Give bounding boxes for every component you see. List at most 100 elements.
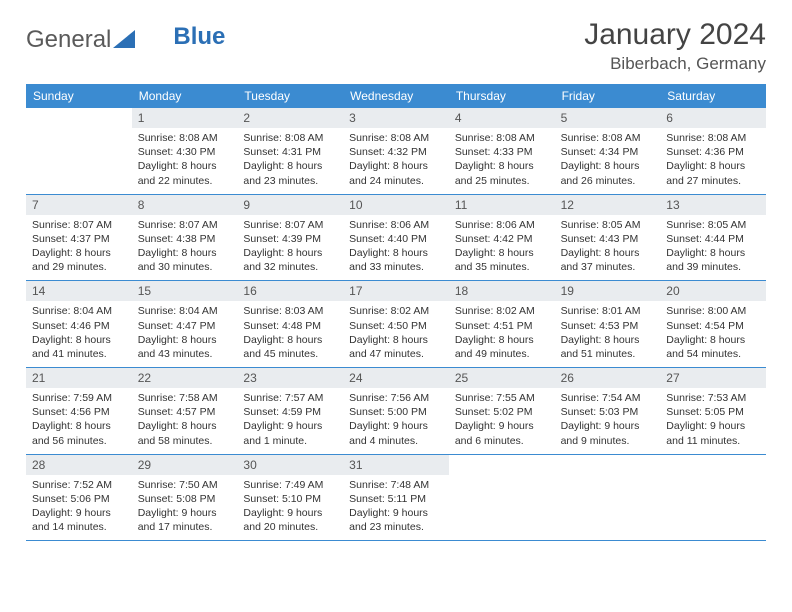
day-number — [449, 455, 555, 461]
day-cell: 3Sunrise: 8:08 AMSunset: 4:32 PMDaylight… — [343, 108, 449, 194]
day-details: Sunrise: 8:06 AMSunset: 4:40 PMDaylight:… — [349, 218, 443, 275]
day-cell: 29 Sunrise: 7:50 AMSunset: 5:08 PMDayligh… — [132, 455, 238, 541]
daylight-text: Daylight: 8 hours and 47 minutes. — [349, 333, 443, 361]
sunrise-text: Sunrise: 7:50 AM — [138, 478, 232, 492]
day-cell — [555, 455, 661, 541]
day-cell: 18Sunrise: 8:02 AMSunset: 4:51 PMDayligh… — [449, 281, 555, 367]
day-cell: 2Sunrise: 8:08 AMSunset: 4:31 PMDaylight… — [237, 108, 343, 194]
day-cell: 4Sunrise: 8:08 AMSunset: 4:33 PMDaylight… — [449, 108, 555, 194]
sunrise-text: Sunrise: 8:07 AM — [32, 218, 126, 232]
daylight-text: Daylight: 8 hours and 54 minutes. — [666, 333, 760, 361]
sunset-text: Sunset: 4:39 PM — [243, 232, 337, 246]
sunrise-text: Sunrise: 7:58 AM — [138, 391, 232, 405]
daylight-text: Daylight: 8 hours and 26 minutes. — [561, 159, 655, 187]
sunrise-text: Sunrise: 8:02 AM — [349, 304, 443, 318]
day-details: Sunrise: 8:08 AMSunset: 4:34 PMDaylight:… — [561, 131, 655, 188]
day-details: Sunrise: 8:05 AMSunset: 4:43 PMDaylight:… — [561, 218, 655, 275]
day-cell: 25Sunrise: 7:55 AMSunset: 5:02 PMDayligh… — [449, 368, 555, 454]
day-number: 10 — [343, 195, 449, 215]
weekday-label: Thursday — [449, 84, 555, 108]
weekday-label: Wednesday — [343, 84, 449, 108]
day-number: 27 — [660, 368, 766, 388]
sunrise-text: Sunrise: 8:01 AM — [561, 304, 655, 318]
day-details: Sunrise: 8:00 AMSunset: 4:54 PMDaylight:… — [666, 304, 760, 361]
day-cell: 15Sunrise: 8:04 AMSunset: 4:47 PMDayligh… — [132, 281, 238, 367]
sunset-text: Sunset: 4:46 PM — [32, 319, 126, 333]
day-number — [660, 455, 766, 461]
day-number: 12 — [555, 195, 661, 215]
sunset-text: Sunset: 4:44 PM — [666, 232, 760, 246]
daylight-text: Daylight: 9 hours and 9 minutes. — [561, 419, 655, 447]
day-details: Sunrise: 8:07 AMSunset: 4:38 PMDaylight:… — [138, 218, 232, 275]
day-number: 22 — [132, 368, 238, 388]
daylight-text: Daylight: 9 hours and 17 minutes. — [138, 506, 232, 534]
daylight-text: Daylight: 9 hours and 20 minutes. — [243, 506, 337, 534]
day-number: 29 — [132, 455, 238, 475]
sunrise-text: Sunrise: 7:53 AM — [666, 391, 760, 405]
day-details: Sunrise: 8:04 AMSunset: 4:47 PMDaylight:… — [138, 304, 232, 361]
day-number: 1 — [132, 108, 238, 128]
sunset-text: Sunset: 4:51 PM — [455, 319, 549, 333]
page-header: General Blue January 2024 Biberbach, Ger… — [26, 18, 766, 74]
day-number: 28 — [26, 455, 132, 475]
daylight-text: Daylight: 8 hours and 39 minutes. — [666, 246, 760, 274]
day-number: 5 — [555, 108, 661, 128]
day-details: Sunrise: 8:05 AMSunset: 4:44 PMDaylight:… — [666, 218, 760, 275]
day-number: 24 — [343, 368, 449, 388]
sunset-text: Sunset: 4:34 PM — [561, 145, 655, 159]
day-cell: 31Sunrise: 7:48 AMSunset: 5:11 PMDayligh… — [343, 455, 449, 541]
day-number: 30 — [237, 455, 343, 475]
sunrise-text: Sunrise: 7:57 AM — [243, 391, 337, 405]
logo-triangle-icon — [113, 28, 135, 53]
daylight-text: Daylight: 9 hours and 11 minutes. — [666, 419, 760, 447]
sunrise-text: Sunrise: 8:07 AM — [243, 218, 337, 232]
day-details: Sunrise: 8:06 AMSunset: 4:42 PMDaylight:… — [455, 218, 549, 275]
day-details: Sunrise: 7:54 AMSunset: 5:03 PMDaylight:… — [561, 391, 655, 448]
day-cell: 14Sunrise: 8:04 AMSunset: 4:46 PMDayligh… — [26, 281, 132, 367]
day-details: Sunrise: 7:56 AMSunset: 5:00 PMDaylight:… — [349, 391, 443, 448]
day-number: 11 — [449, 195, 555, 215]
sunrise-text: Sunrise: 8:08 AM — [243, 131, 337, 145]
day-cell — [660, 455, 766, 541]
day-cell: 22Sunrise: 7:58 AMSunset: 4:57 PMDayligh… — [132, 368, 238, 454]
sunrise-text: Sunrise: 8:05 AM — [666, 218, 760, 232]
daylight-text: Daylight: 8 hours and 51 minutes. — [561, 333, 655, 361]
day-cell: 17Sunrise: 8:02 AMSunset: 4:50 PMDayligh… — [343, 281, 449, 367]
brand-logo: General Blue — [26, 18, 225, 54]
sunset-text: Sunset: 5:11 PM — [349, 492, 443, 506]
sunset-text: Sunset: 4:57 PM — [138, 405, 232, 419]
day-number: 25 — [449, 368, 555, 388]
daylight-text: Daylight: 8 hours and 24 minutes. — [349, 159, 443, 187]
week-row: 1Sunrise: 8:08 AMSunset: 4:30 PMDaylight… — [26, 108, 766, 195]
sunset-text: Sunset: 4:32 PM — [349, 145, 443, 159]
day-cell: 19Sunrise: 8:01 AMSunset: 4:53 PMDayligh… — [555, 281, 661, 367]
logo-text-blue: Blue — [173, 23, 225, 51]
title-block: January 2024 Biberbach, Germany — [584, 18, 766, 74]
day-number: 9 — [237, 195, 343, 215]
sunrise-text: Sunrise: 8:05 AM — [561, 218, 655, 232]
day-details: Sunrise: 8:08 AMSunset: 4:36 PMDaylight:… — [666, 131, 760, 188]
daylight-text: Daylight: 8 hours and 45 minutes. — [243, 333, 337, 361]
day-details: Sunrise: 7:50 AMSunset: 5:08 PMDaylight:… — [138, 478, 232, 535]
sunset-text: Sunset: 4:56 PM — [32, 405, 126, 419]
day-cell: 30 Sunrise: 7:49 AMSunset: 5:10 PMDayligh… — [237, 455, 343, 541]
day-number: 13 — [660, 195, 766, 215]
day-details: Sunrise: 7:49 AMSunset: 5:10 PMDaylight:… — [243, 478, 337, 535]
day-cell: 28Sunrise: 7:52 AMSunset: 5:06 PMDayligh… — [26, 455, 132, 541]
day-cell: 6Sunrise: 8:08 AMSunset: 4:36 PMDaylight… — [660, 108, 766, 194]
day-cell: 11 Sunrise: 8:06 AMSunset: 4:42 PMDayligh… — [449, 195, 555, 281]
daylight-text: Daylight: 8 hours and 29 minutes. — [32, 246, 126, 274]
day-details: Sunrise: 8:08 AMSunset: 4:33 PMDaylight:… — [455, 131, 549, 188]
sunset-text: Sunset: 4:42 PM — [455, 232, 549, 246]
sunset-text: Sunset: 5:03 PM — [561, 405, 655, 419]
sunset-text: Sunset: 4:54 PM — [666, 319, 760, 333]
day-cell: 24 Sunrise: 7:56 AMSunset: 5:00 PMDayligh… — [343, 368, 449, 454]
daylight-text: Daylight: 8 hours and 32 minutes. — [243, 246, 337, 274]
sunset-text: Sunset: 5:05 PM — [666, 405, 760, 419]
sunrise-text: Sunrise: 7:55 AM — [455, 391, 549, 405]
day-number: 23 — [237, 368, 343, 388]
day-details: Sunrise: 8:02 AMSunset: 4:50 PMDaylight:… — [349, 304, 443, 361]
calendar-grid: Sunday Monday Tuesday Wednesday Thursday… — [26, 84, 766, 541]
sunrise-text: Sunrise: 8:08 AM — [455, 131, 549, 145]
sunrise-text: Sunrise: 7:49 AM — [243, 478, 337, 492]
